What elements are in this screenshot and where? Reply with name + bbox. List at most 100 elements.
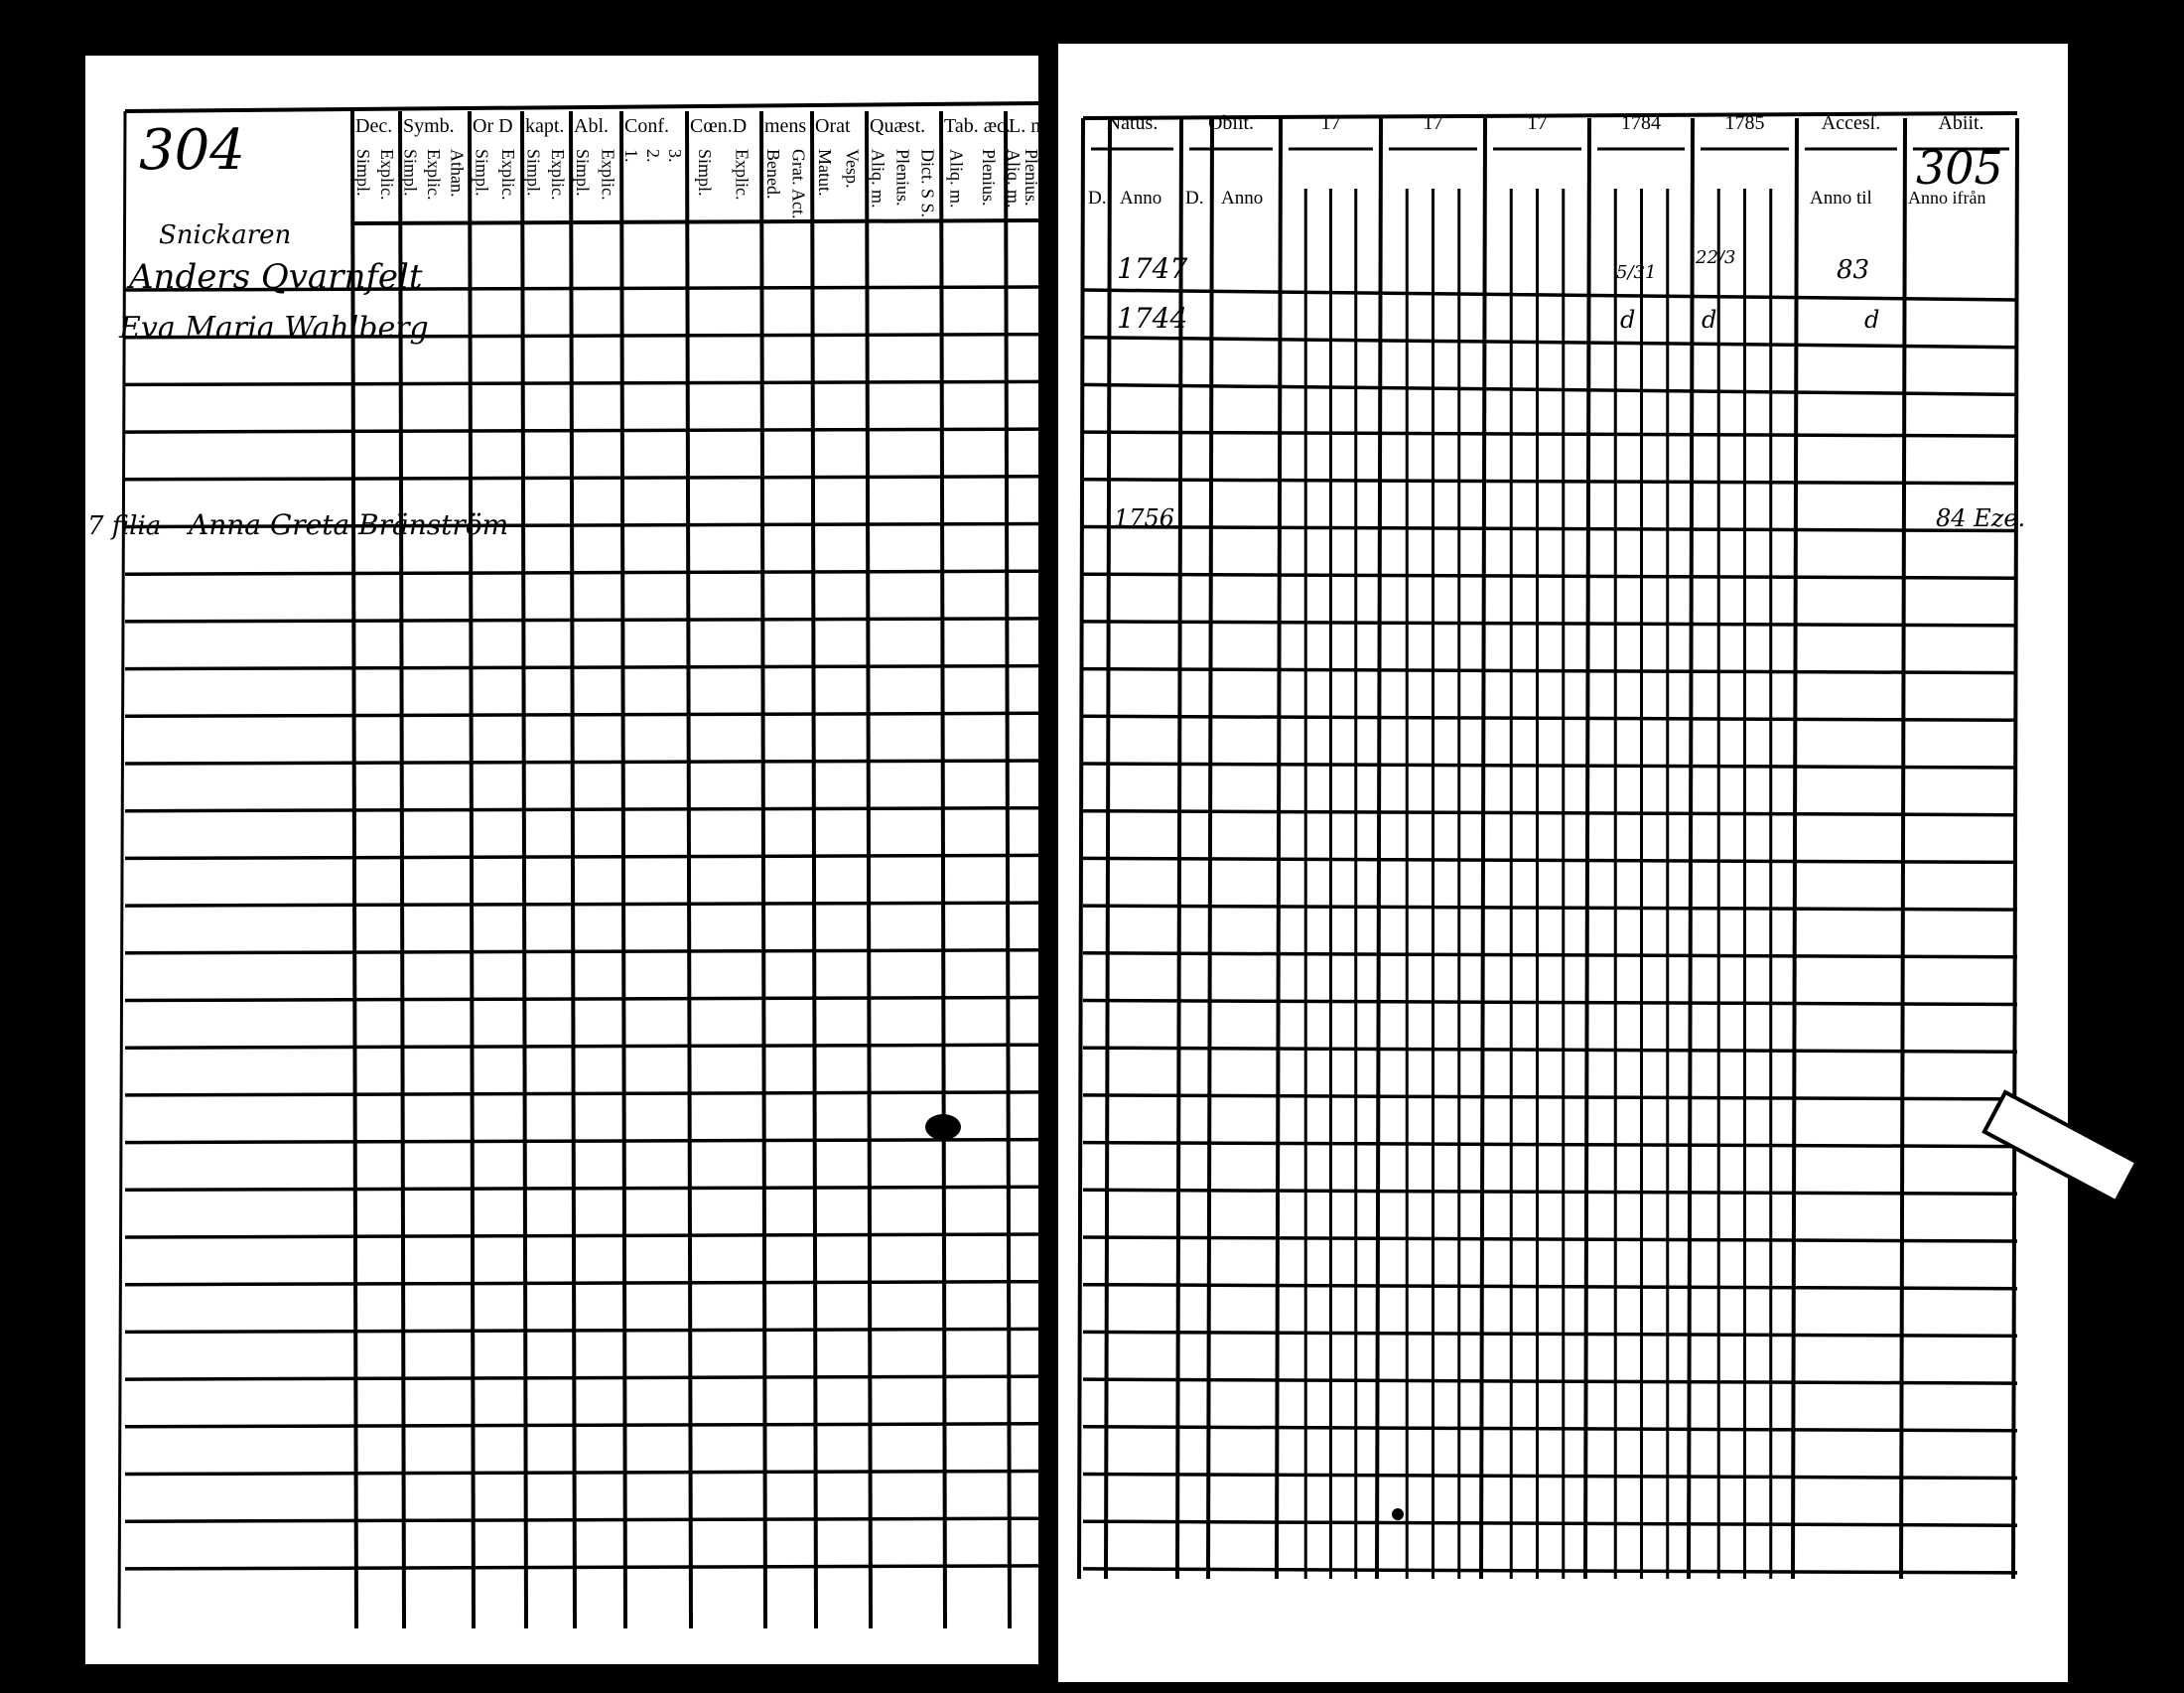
handwritten-value: d — [1620, 306, 1635, 334]
handwritten-name: Eva Maria Wahlberg — [118, 311, 429, 346]
left-page — [85, 56, 1038, 1664]
column-line — [1175, 117, 1183, 1580]
column-line — [619, 110, 627, 1629]
column-subheader: Simpl. — [353, 149, 373, 197]
column-header: 1784 — [1621, 112, 1661, 134]
column-subheader: Explic. — [424, 149, 444, 201]
column-header: 17 — [1528, 112, 1548, 134]
column-header: Symb. — [403, 115, 455, 137]
row-line — [124, 379, 1042, 387]
row-line — [1082, 335, 2018, 350]
column-subheader: Grat. Act. — [788, 149, 808, 218]
column-subheader: Dict. S S. — [918, 149, 938, 217]
column-header: Tab. æc. — [944, 115, 1011, 137]
column-line — [117, 110, 127, 1629]
row-line — [1082, 1425, 2018, 1433]
column-subheader: 1. — [621, 149, 641, 163]
column-line — [1375, 117, 1383, 1580]
ruling-lines — [117, 101, 2019, 1629]
handwritten-prefix: 7 filia — [87, 511, 161, 541]
row-line — [1082, 1330, 2018, 1339]
column-header: Natus. — [1107, 112, 1159, 134]
column-header: Accesſ. — [1822, 112, 1880, 134]
row-line — [124, 1327, 1042, 1335]
column-line — [468, 110, 476, 1629]
handwritten-year: 1747 — [1117, 252, 1187, 285]
header-top-line — [1082, 111, 2018, 120]
page-text: 304 Dec.Explic.Simpl.Symb.Athan.Explic.Si… — [87, 112, 2025, 541]
column-subheader: Aliq. m. — [1004, 149, 1024, 209]
column-subheader: Explic. — [548, 149, 568, 201]
header-bottom-line — [351, 218, 1042, 225]
column-subheader: Vesp. — [842, 149, 862, 189]
handwritten-name: Anna Greta Bränström — [186, 508, 508, 541]
column-subheader: D. — [1185, 188, 1203, 209]
row-line — [124, 1090, 1042, 1097]
row-line — [1082, 1472, 2018, 1481]
row-line — [1082, 1046, 2018, 1054]
column-line — [569, 110, 577, 1629]
row-line — [124, 1279, 1042, 1287]
column-subheader: Explic. — [598, 149, 617, 201]
column-header: Abiit. — [1938, 112, 1983, 134]
row-line — [1082, 620, 2018, 628]
column-subheader: Aliq. m. — [869, 149, 888, 209]
row-line — [1082, 288, 2018, 302]
row-line — [124, 853, 1042, 861]
column-header: Cœn.D — [690, 115, 747, 137]
column-subheader: 3. — [665, 149, 685, 163]
row-line — [1082, 1282, 2018, 1291]
row-line — [1082, 808, 2018, 817]
column-subheader: Bened. — [763, 149, 783, 199]
row-line — [124, 1137, 1042, 1145]
row-line — [124, 427, 1042, 434]
column-subheader: Explic. — [732, 149, 751, 201]
column-subheader: Matut. — [815, 149, 835, 197]
row-line — [1082, 762, 2018, 770]
column-header: 1785 — [1725, 112, 1765, 134]
row-line — [1082, 524, 2018, 533]
column-subheader: Anno ifrån — [1908, 188, 1985, 208]
handwritten-value: 84 Eze. — [1936, 504, 2025, 532]
row-line — [1082, 1188, 2018, 1197]
column-header: 17 — [1424, 112, 1443, 134]
row-line — [124, 805, 1042, 813]
row-line — [1082, 856, 2018, 865]
row-line — [1082, 666, 2018, 675]
column-header: Obiit. — [1208, 112, 1254, 134]
row-line — [124, 711, 1042, 719]
column-header: mens — [764, 115, 806, 137]
row-line — [1082, 951, 2018, 959]
row-line — [1082, 382, 2018, 397]
column-header: 17 — [1321, 112, 1341, 134]
column-line — [1275, 117, 1283, 1580]
page-number: 305 — [1916, 141, 2003, 195]
row-line — [124, 1374, 1042, 1381]
column-line — [350, 110, 358, 1629]
handwritten-year: 1744 — [1117, 302, 1187, 335]
row-line — [1082, 430, 2018, 438]
handwritten-value: d — [1702, 306, 1716, 334]
handwritten-date: 5/31 — [1616, 262, 1656, 283]
column-line — [685, 110, 693, 1629]
row-line — [124, 475, 1042, 482]
row-line — [124, 285, 1042, 292]
column-header: Dec. — [355, 115, 392, 137]
row-line — [124, 759, 1042, 766]
column-subheader: Simpl. — [523, 149, 543, 197]
row-line — [124, 995, 1042, 1003]
column-line — [1039, 110, 1047, 1629]
column-subheader: Simpl. — [695, 149, 715, 197]
handwritten-value: d — [1864, 306, 1879, 334]
column-header: Quæst. — [870, 115, 925, 137]
ink-dot — [1392, 1508, 1404, 1520]
row-line — [1082, 1377, 2018, 1385]
column-line — [520, 110, 528, 1629]
row-line — [124, 332, 1042, 340]
header-top-line — [124, 101, 1042, 113]
column-header: Conf. — [624, 115, 669, 137]
column-subheader: Anno — [1221, 188, 1263, 209]
row-line — [1082, 1567, 2018, 1575]
handwritten-name: Anders Qvarnfelt — [126, 257, 423, 297]
